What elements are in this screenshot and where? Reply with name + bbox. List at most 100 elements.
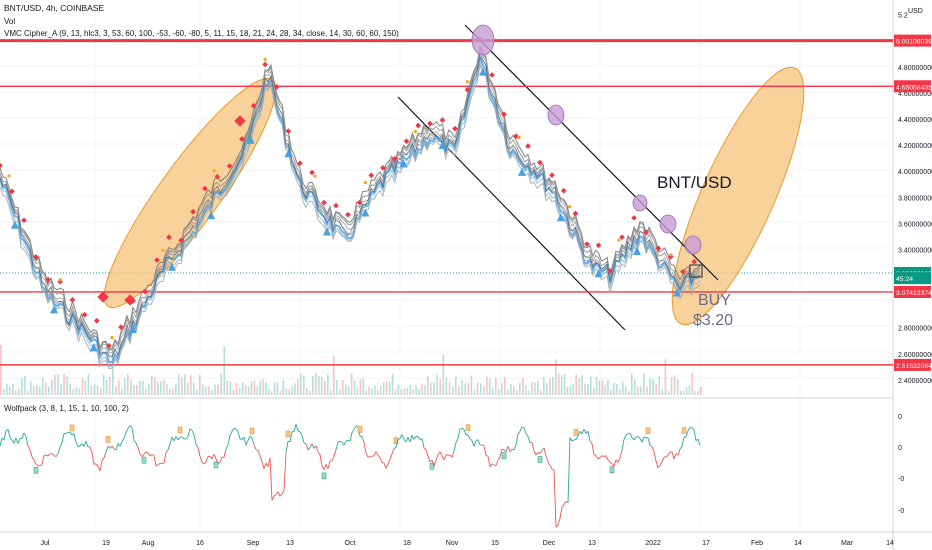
price-tag — [894, 285, 931, 298]
osc-segment — [631, 437, 635, 441]
osc-segment — [573, 438, 577, 441]
osc-segment — [523, 427, 527, 434]
red-diamond — [607, 268, 613, 274]
volume-bar — [145, 388, 147, 395]
osc-segment — [107, 446, 111, 449]
osc-segment — [83, 440, 87, 447]
ellipse-right — [671, 66, 805, 326]
osc-segment — [411, 434, 415, 440]
time-tick-label: Sep — [247, 540, 260, 547]
osc-segment — [187, 428, 191, 437]
osc-segment — [229, 431, 233, 436]
osc-segment — [199, 456, 203, 463]
osc-segment — [123, 432, 127, 439]
volume-bar — [196, 389, 198, 395]
osc-segment — [405, 436, 409, 442]
volume-bar — [587, 384, 589, 395]
osc-segment — [195, 443, 199, 448]
volume-bar — [181, 377, 183, 395]
volume-bar — [572, 384, 575, 395]
volume-bar — [489, 378, 491, 395]
osc-segment — [693, 429, 697, 441]
osc-segment — [391, 448, 395, 455]
osc-segment — [569, 437, 573, 442]
red-diamond — [21, 217, 27, 224]
volume-bar — [124, 378, 126, 395]
volume-bar — [403, 388, 406, 395]
osc-segment — [233, 427, 237, 430]
osc-segment — [605, 455, 609, 461]
osc-segment — [89, 446, 93, 453]
volume-bar — [127, 373, 129, 395]
symbol-title[interactable]: BNT/USD, 4h, COINBASE — [4, 3, 105, 13]
yellow-dot — [465, 80, 470, 84]
volume-bar — [178, 374, 180, 395]
volume-bar — [27, 390, 29, 395]
vol-legend[interactable]: Vol — [4, 17, 16, 26]
volume-bar — [279, 390, 282, 395]
red-diamond — [142, 288, 148, 295]
wolfpack-legend[interactable]: Wolfpack (3, 8, 1, 15, 1, 10, 100, 2) — [4, 404, 129, 413]
osc-marker — [249, 427, 255, 435]
osc-segment — [209, 456, 213, 460]
cipher-legend[interactable]: VMC Cipher_A (9, 13, hlc3, 3, 53, 60, 10… — [4, 29, 399, 38]
osc-segment — [249, 435, 253, 439]
red-diamond — [489, 72, 495, 78]
osc-segment — [583, 429, 587, 434]
osc-segment — [217, 462, 221, 464]
upper-trendline — [464, 24, 719, 281]
osc-segment — [23, 432, 27, 437]
osc-segment — [147, 452, 151, 457]
volume-bar — [93, 384, 96, 395]
osc-segment — [261, 461, 265, 469]
osc-segment — [371, 454, 375, 457]
volume-bar — [658, 375, 661, 395]
red-diamond — [321, 199, 327, 206]
price-tick-label: 3.80000000 — [898, 195, 932, 202]
volume-bar — [184, 374, 186, 395]
buy-annotation[interactable]: BUY — [698, 292, 731, 309]
time-tick-label: Jul — [41, 540, 50, 547]
osc-segment — [621, 439, 625, 451]
volume-bar — [649, 377, 651, 395]
osc-segment — [567, 437, 571, 503]
volume-bar — [84, 380, 87, 395]
osc-segment — [155, 464, 159, 467]
osc-segment — [553, 469, 557, 528]
osc-segment — [121, 437, 125, 442]
volume-bar — [151, 376, 153, 395]
osc-segment — [293, 424, 297, 432]
osc-segment — [379, 457, 383, 463]
volume-bar — [470, 375, 473, 395]
osc-segment — [97, 466, 101, 471]
osc-segment — [453, 442, 457, 452]
osc-segment — [375, 451, 379, 456]
osc-segment — [389, 453, 393, 460]
osc-segment — [535, 452, 539, 456]
volume-bar — [581, 375, 583, 395]
volume-bar — [433, 381, 435, 395]
osc-segment — [165, 449, 169, 453]
volume-bar — [507, 389, 509, 395]
osc-segment — [213, 454, 217, 460]
osc-segment — [363, 442, 367, 453]
volume-bar — [87, 373, 90, 395]
volume-bar — [362, 378, 365, 395]
osc-segment — [247, 435, 251, 441]
osc-segment — [629, 432, 633, 438]
osc-segment — [687, 427, 691, 432]
volume-bar — [391, 374, 394, 395]
pair-annotation[interactable]: BNT/USD — [657, 173, 732, 192]
osc-segment — [139, 453, 143, 457]
volume-bar — [226, 379, 229, 395]
osc-segment — [393, 447, 397, 449]
osc-segment — [589, 440, 593, 444]
osc-marker — [177, 426, 183, 434]
ribbon-line — [0, 63, 701, 370]
buy-price-annotation[interactable]: $3.20 — [693, 312, 734, 329]
osc-segment — [661, 457, 665, 463]
osc-segment — [173, 436, 177, 441]
volume-bar — [36, 384, 38, 395]
osc-segment — [197, 447, 201, 457]
osc-segment — [51, 453, 55, 456]
